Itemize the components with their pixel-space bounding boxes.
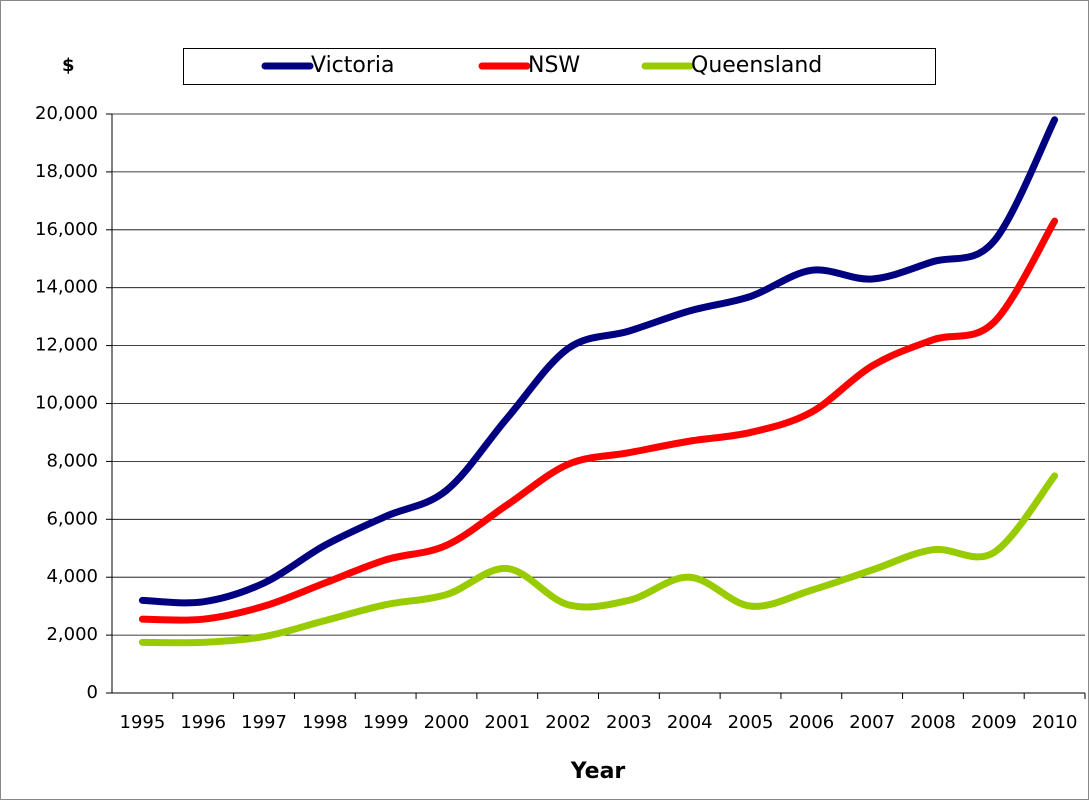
x-tick-label: 2004: [667, 712, 713, 733]
y-tick-label: 0: [87, 682, 98, 703]
x-tick-label: 2003: [606, 712, 652, 733]
x-tick-label: 1999: [363, 712, 409, 733]
y-tick-label: 10,000: [35, 393, 98, 414]
x-tick-label: 1995: [120, 712, 166, 733]
x-tick-label: 2002: [545, 712, 591, 733]
y-tick-label: 2,000: [46, 624, 98, 645]
legend-label: NSW: [528, 53, 580, 78]
y-tick-label: 12,000: [35, 335, 98, 356]
x-tick-label: 2008: [910, 712, 956, 733]
x-tick-label: 2000: [424, 712, 470, 733]
legend-label: Queensland: [691, 53, 822, 78]
y-tick-label: 16,000: [35, 219, 98, 240]
x-tick-label: 2009: [971, 712, 1017, 733]
x-tick-label: 1998: [302, 712, 348, 733]
series-line: [138, 116, 1059, 607]
legend-label: Victoria: [311, 53, 395, 78]
series-line: [138, 217, 1059, 624]
series-line: [138, 472, 1059, 647]
y-tick-label: 4,000: [46, 566, 98, 587]
x-tick-label: 2007: [849, 712, 895, 733]
y-tick-label: 6,000: [46, 508, 98, 529]
x-axis-label: Year: [570, 759, 626, 784]
x-tick-label: 2001: [484, 712, 530, 733]
y-axis-label: $: [62, 55, 75, 76]
y-tick-label: 20,000: [35, 103, 98, 124]
y-tick-label: 14,000: [35, 277, 98, 298]
x-tick-label: 2010: [1032, 712, 1078, 733]
x-tick-label: 2005: [728, 712, 774, 733]
x-tick-label: 1996: [180, 712, 226, 733]
x-tick-label: 2006: [788, 712, 834, 733]
y-tick-label: 8,000: [46, 450, 98, 471]
x-tick-label: 1997: [241, 712, 287, 733]
y-tick-label: 18,000: [35, 161, 98, 182]
